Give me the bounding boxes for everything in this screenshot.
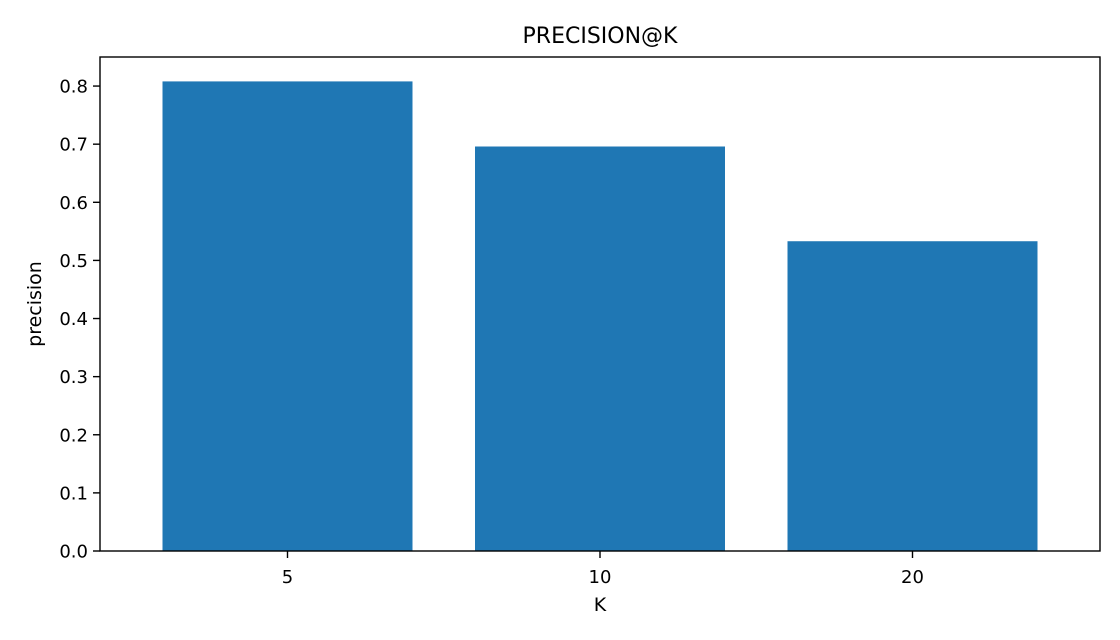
y-tick-label: 0.3	[59, 367, 88, 388]
y-axis: 0.0 0.1 0.2 0.3 0.4 0.5 0.6 0.7 0.8	[59, 77, 100, 563]
x-axis-label: K	[594, 594, 607, 616]
x-tick-label: 20	[901, 567, 924, 588]
bar-10	[475, 146, 725, 551]
bars-group	[162, 81, 1038, 552]
bar-5	[162, 81, 413, 551]
y-tick-label: 0.4	[59, 309, 88, 330]
bar-20	[787, 241, 1038, 552]
y-tick-label: 0.6	[59, 193, 88, 214]
y-tick-label: 0.2	[59, 425, 88, 446]
y-tick-label: 0.1	[59, 483, 88, 504]
y-tick-label: 0.7	[59, 135, 88, 156]
y-tick-label: 0.8	[59, 77, 88, 98]
x-axis: 5 10 20	[282, 551, 924, 588]
y-tick-label: 0.5	[59, 251, 88, 272]
y-axis-label: precision	[24, 261, 46, 347]
x-tick-label: 10	[589, 567, 612, 588]
x-tick-label: 5	[282, 567, 293, 588]
chart-title: PRECISION@K	[523, 24, 679, 49]
y-tick-label: 0.0	[59, 542, 88, 563]
